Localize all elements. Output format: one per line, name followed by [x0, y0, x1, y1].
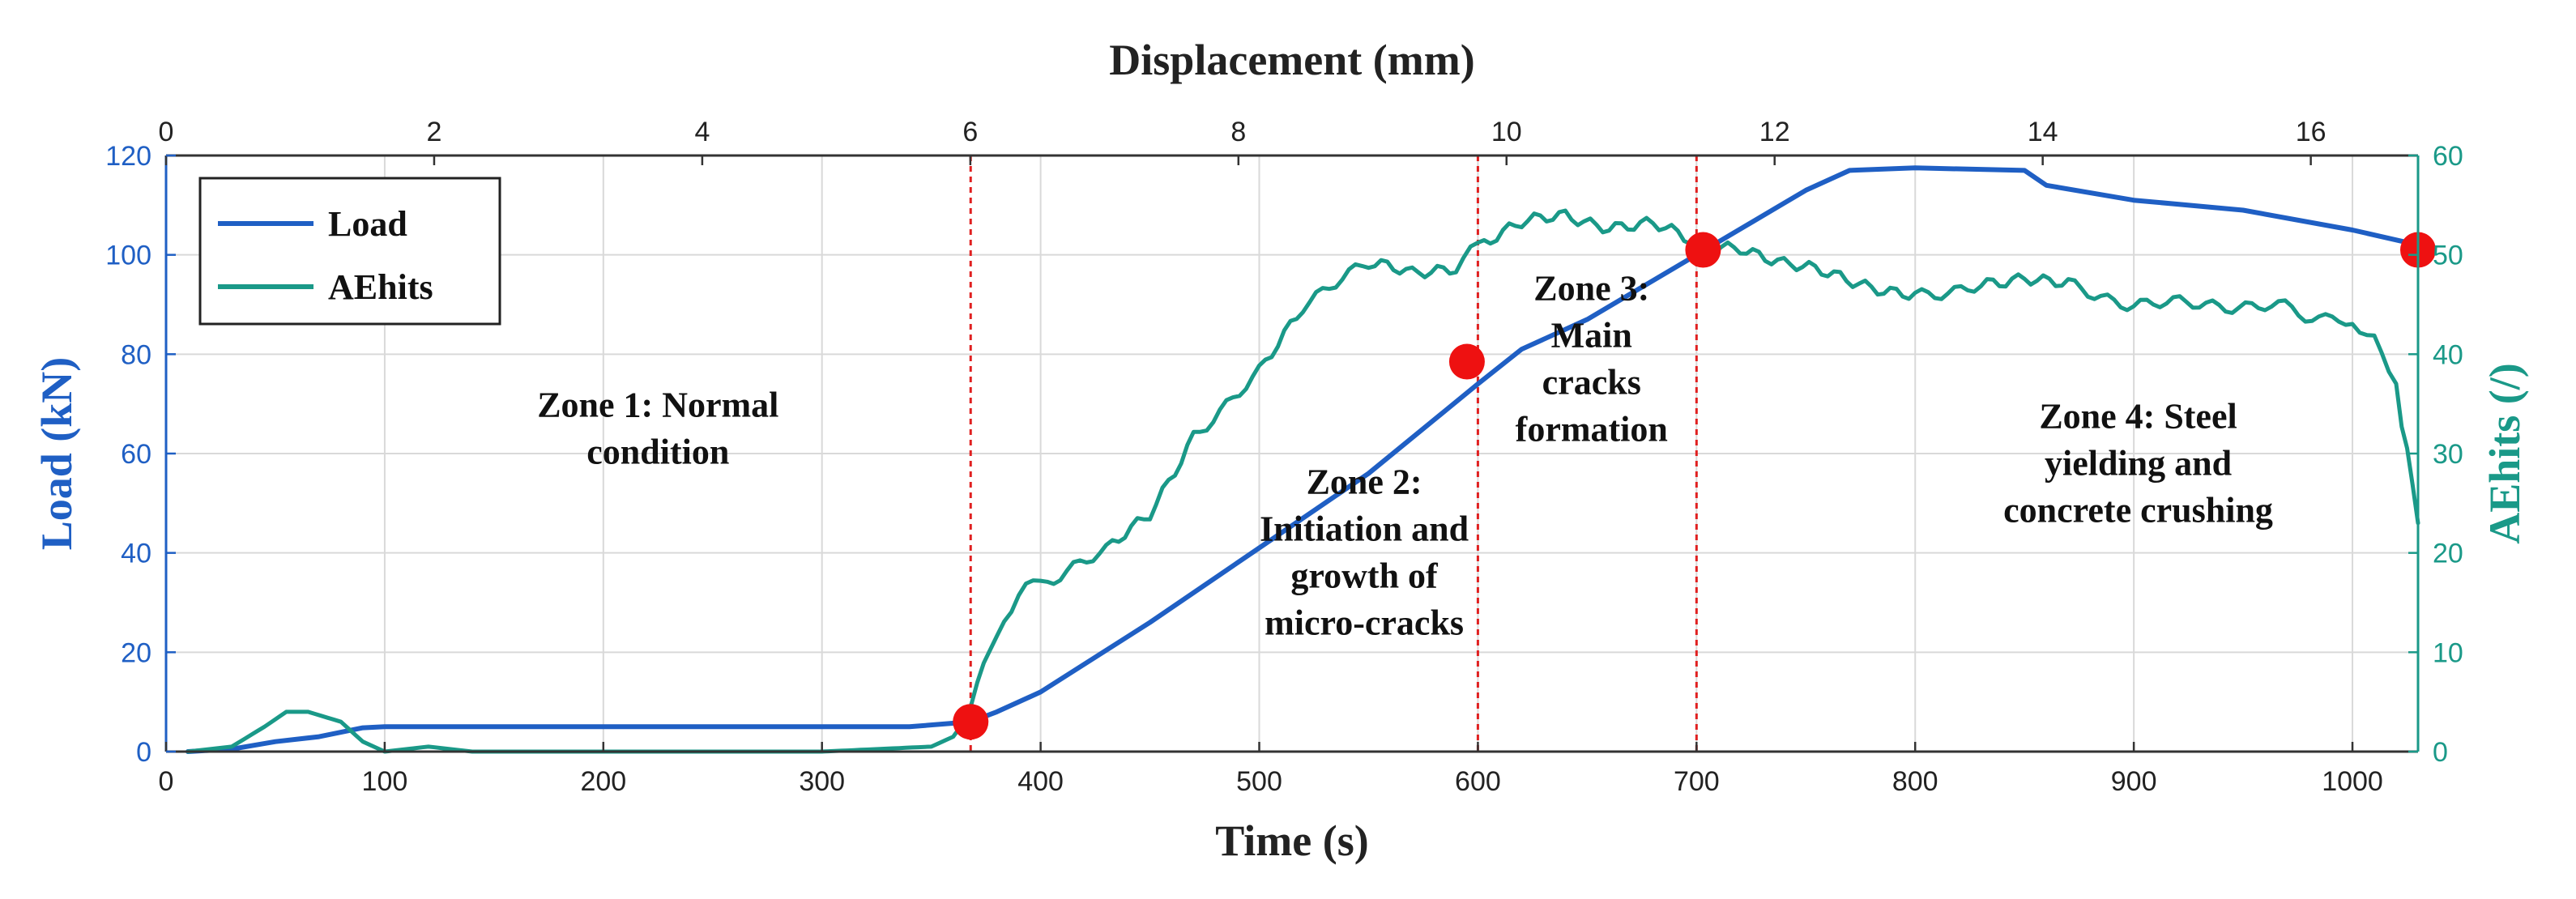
legend: Load AEhits [198, 177, 501, 326]
zone-annotation-line: micro-cracks [1265, 603, 1464, 643]
x-bottom-tick-label: 100 [362, 766, 408, 797]
y-right-tick-label: 30 [2433, 439, 2463, 470]
y-right-tick-label: 50 [2433, 241, 2463, 271]
transition-marker [1448, 343, 1485, 380]
x-bottom-tick-label: 900 [2111, 766, 2157, 797]
x-top-tick-label: 8 [1230, 117, 1246, 147]
transition-marker [953, 704, 989, 740]
x-top-tick-label: 12 [1759, 117, 1790, 147]
zone-annotation-line: Initiation and [1260, 509, 1469, 549]
x-top-axis-title: Displacement (mm) [1109, 36, 1474, 84]
zone-annotation-line: yielding and [2045, 443, 2232, 483]
zone-annotations: Zone 1: Normal condition Zone 2: Initiation… [537, 268, 2273, 642]
x-top-tick-label: 4 [694, 117, 710, 147]
y-left-tick-label: 0 [136, 737, 151, 768]
zone-annotation-line: concrete crushing [2003, 490, 2273, 530]
zone-annotation-line: growth of [1290, 556, 1439, 596]
y-left-tick-label: 40 [121, 539, 151, 569]
x-top-tick-label: 16 [2296, 117, 2327, 147]
y-right-tick-label: 20 [2433, 539, 2463, 569]
zone-annotation-line: Zone 1: Normal [537, 385, 778, 424]
y-left-tick-label: 120 [105, 141, 151, 172]
zone-annotation-line: Zone 2: [1307, 462, 1422, 502]
y-left-tick-label: 100 [105, 241, 151, 271]
x-bottom-tick-label: 0 [159, 766, 174, 797]
x-top-tick-label: 14 [2028, 117, 2058, 147]
transition-markers [953, 232, 2436, 740]
x-top-tick-label: 0 [159, 117, 174, 147]
x-bottom-tick-label: 800 [1892, 766, 1938, 797]
zone-annotation-line: formation [1516, 409, 1668, 449]
transition-marker [1685, 232, 1721, 268]
y-right-tick-label: 10 [2433, 637, 2463, 668]
series-line-load [186, 165, 2420, 754]
y-left-tick-label: 80 [121, 339, 151, 370]
y-left-axis-title: Load (kN) [32, 357, 81, 551]
x-bottom-tick-label: 1000 [2322, 766, 2383, 797]
x-bottom-tick-label: 600 [1455, 766, 1501, 797]
zone-annotation-line: Zone 4: Steel [2039, 396, 2237, 436]
x-bottom-tick-label: 400 [1017, 766, 1064, 797]
y-right-tick-label: 40 [2433, 339, 2463, 370]
x-top-tick-label: 10 [1491, 117, 1522, 147]
legend-label-aehits: AEhits [328, 267, 433, 307]
x-bottom-tick-label: 700 [1674, 766, 1720, 797]
zone-annotation-line: Main [1551, 315, 1632, 355]
x-bottom-tick-label: 500 [1236, 766, 1282, 797]
legend-label-load: Load [328, 204, 407, 244]
y-right-axis-title: AEhits (/) [2480, 363, 2529, 544]
x-bottom-tick-label: 300 [799, 766, 845, 797]
legend-box [198, 177, 501, 326]
x-bottom-axis-title: Time (s) [1215, 816, 1368, 865]
y-left-tick-label: 60 [121, 439, 151, 470]
x-bottom-tick-label: 200 [580, 766, 626, 797]
x-top-tick-label: 6 [962, 117, 978, 147]
zone-annotation-line: cracks [1542, 362, 1641, 402]
y-right-tick-label: 0 [2433, 737, 2448, 768]
y-right-tick-label: 60 [2433, 141, 2463, 172]
x-top-tick-label: 2 [426, 117, 441, 147]
zone-annotation-line: Zone 3: [1533, 268, 1649, 308]
zone-annotation-line: condition [586, 432, 729, 471]
y-left-tick-label: 20 [121, 637, 151, 668]
grid [166, 156, 2418, 752]
